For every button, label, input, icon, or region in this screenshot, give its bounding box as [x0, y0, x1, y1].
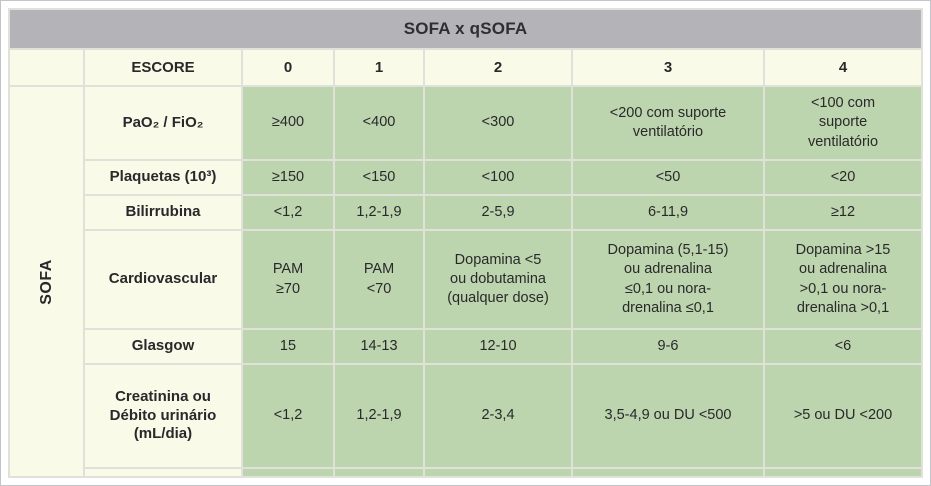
sofa-qsofa-table: SOFA x qSOFA ESCORE 0 1 2 3 4 SOFA PaO₂ …	[8, 8, 923, 478]
row-label-glasgow: Glasgow	[85, 330, 241, 363]
cell-creatinina-score0: <1,2	[243, 365, 333, 467]
cell-creatinina-score4: >5 ou DU <200	[765, 365, 921, 467]
corner-cell	[10, 50, 83, 85]
cell-bilirrubina-score1: 1,2-1,9	[335, 196, 423, 229]
cell-plaquetas-score0: ≥150	[243, 161, 333, 194]
table-title: SOFA x qSOFA	[10, 10, 921, 48]
cell-pao2-score3: <200 com suporte ventilatório	[573, 87, 763, 159]
row-label-creatinina: Creatinina ou Débito urinário (mL/dia)	[85, 365, 241, 467]
header-score-0: 0	[243, 50, 333, 85]
sofa-group-cell: SOFA	[10, 87, 83, 476]
partial-row-cell	[573, 469, 763, 476]
cell-glasgow-score0: 15	[243, 330, 333, 363]
cell-glasgow-score1: 14-13	[335, 330, 423, 363]
partial-row-cell	[335, 469, 423, 476]
sofa-group-label: SOFA	[37, 258, 55, 305]
cell-plaquetas-score2: <100	[425, 161, 571, 194]
partial-row-cell	[425, 469, 571, 476]
cell-cardio-score3: Dopamina (5,1-15) ou adrenalina ≤0,1 ou …	[573, 231, 763, 328]
cell-glasgow-score3: 9-6	[573, 330, 763, 363]
partial-row-cell	[765, 469, 921, 476]
cell-glasgow-score4: <6	[765, 330, 921, 363]
partial-row-cell	[243, 469, 333, 476]
header-score-4: 4	[765, 50, 921, 85]
row-label-cardiovascular: Cardiovascular	[85, 231, 241, 328]
cell-bilirrubina-score2: 2-5,9	[425, 196, 571, 229]
cell-creatinina-score3: 3,5-4,9 ou DU <500	[573, 365, 763, 467]
cell-cardio-score0: PAM ≥70	[243, 231, 333, 328]
cell-bilirrubina-score0: <1,2	[243, 196, 333, 229]
header-escore: ESCORE	[85, 50, 241, 85]
cell-plaquetas-score1: <150	[335, 161, 423, 194]
header-score-1: 1	[335, 50, 423, 85]
cell-creatinina-score1: 1,2-1,9	[335, 365, 423, 467]
cell-cardio-score4: Dopamina >15 ou adrenalina >0,1 ou nora-…	[765, 231, 921, 328]
cell-pao2-score0: ≥400	[243, 87, 333, 159]
cell-cardio-score2: Dopamina <5 ou dobutamina (qualquer dose…	[425, 231, 571, 328]
cell-cardio-score1: PAM <70	[335, 231, 423, 328]
cell-bilirrubina-score3: 6-11,9	[573, 196, 763, 229]
cell-pao2-score2: <300	[425, 87, 571, 159]
cell-plaquetas-score4: <20	[765, 161, 921, 194]
row-label-plaquetas: Plaquetas (10³)	[85, 161, 241, 194]
cell-pao2-score4: <100 com suporte ventilatório	[765, 87, 921, 159]
header-score-2: 2	[425, 50, 571, 85]
cell-glasgow-score2: 12-10	[425, 330, 571, 363]
cell-plaquetas-score3: <50	[573, 161, 763, 194]
row-label-pao2-fio2: PaO₂ / FiO₂	[85, 87, 241, 159]
cell-creatinina-score2: 2-3,4	[425, 365, 571, 467]
cell-bilirrubina-score4: ≥12	[765, 196, 921, 229]
header-score-3: 3	[573, 50, 763, 85]
cell-pao2-score1: <400	[335, 87, 423, 159]
partial-row-label-cell	[85, 469, 241, 476]
row-label-bilirrubina: Bilirrubina	[85, 196, 241, 229]
